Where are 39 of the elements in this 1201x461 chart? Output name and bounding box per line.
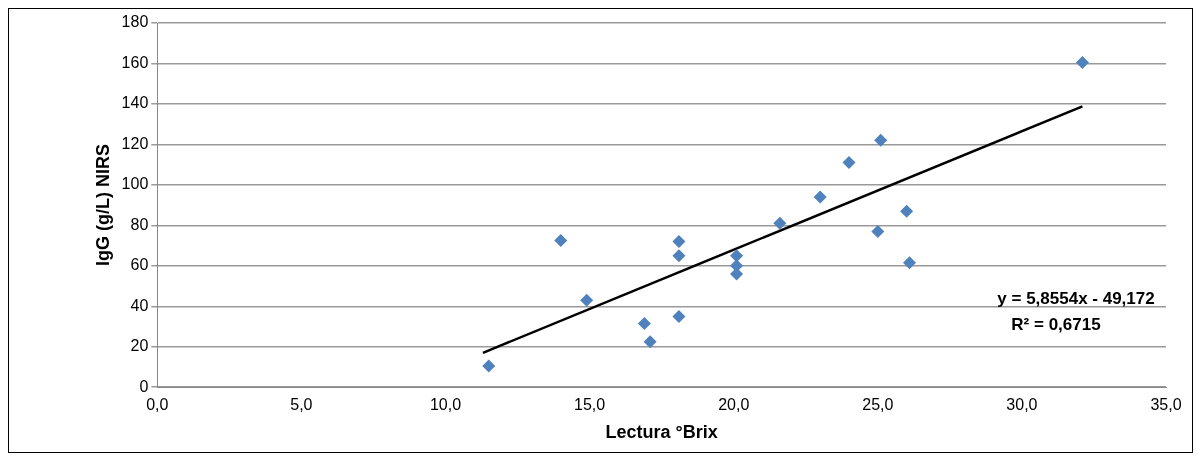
annotation: y = 5,8554x - 49,172 [997, 289, 1155, 309]
y-tick-label: 160 [121, 53, 149, 71]
point [842, 156, 856, 170]
point [672, 309, 686, 323]
point [903, 256, 916, 270]
annotation: R² = 0,6715 [1011, 315, 1101, 335]
point [871, 224, 885, 238]
point [900, 204, 914, 218]
y-tick-label: 100 [121, 175, 149, 193]
x-axis-title: Lectura °Brix [605, 422, 718, 443]
point [730, 249, 744, 263]
point [773, 216, 787, 230]
point [482, 359, 496, 373]
x-tick-label: 10,0 [429, 396, 462, 414]
point [1075, 55, 1089, 69]
x-tick-label: 15,0 [574, 396, 606, 414]
x-tick-label: 25,0 [862, 396, 894, 414]
y-axis-title: IgG (g/L) NIRS [92, 144, 113, 267]
y-tick-label: 140 [121, 94, 149, 112]
point [813, 190, 827, 204]
point [874, 133, 888, 147]
point [580, 293, 594, 307]
point [554, 234, 568, 248]
x-tick-label: 35,0 [1150, 396, 1182, 414]
y-tick-label: 60 [130, 256, 149, 274]
y-tick-label: 20 [130, 337, 149, 355]
y-tick-label: 40 [130, 296, 149, 314]
x-tick-label: 30,0 [1006, 396, 1038, 414]
y-tick-label: 80 [130, 215, 149, 233]
point [637, 316, 651, 330]
point [672, 235, 686, 249]
x-tick-label: 5,0 [290, 396, 313, 414]
x-tick-label: 20,0 [718, 396, 750, 414]
x-tick-label: 0,0 [146, 396, 169, 414]
point [643, 335, 657, 349]
y-tick-label: 120 [121, 134, 149, 152]
y-tick-label: 180 [121, 13, 149, 31]
y-tick-label: 0 [139, 377, 149, 395]
point [672, 249, 686, 263]
